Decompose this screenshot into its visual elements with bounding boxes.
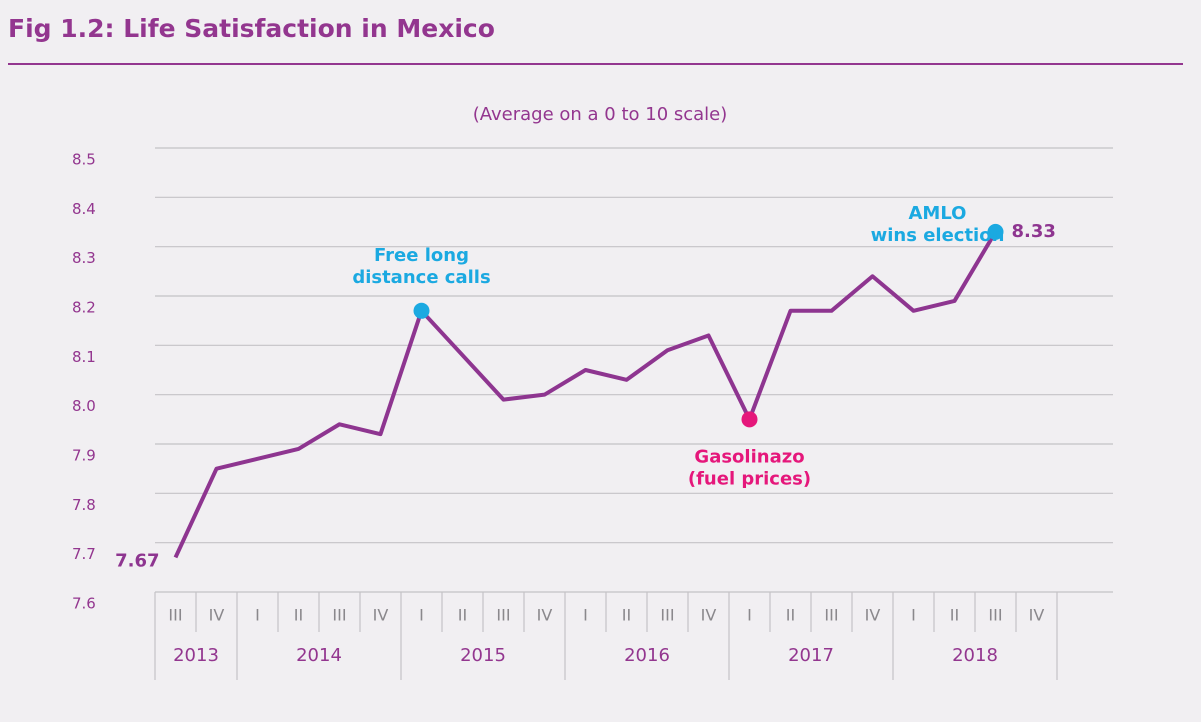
y-tick-label: 7.9 <box>72 447 96 465</box>
x-tick-label: I <box>747 606 752 625</box>
year-label: 2015 <box>460 645 506 666</box>
year-label: 2014 <box>296 645 342 666</box>
y-tick-label: 7.8 <box>72 496 96 514</box>
year-label: 2013 <box>173 645 219 666</box>
y-tick-label: 8.3 <box>72 249 96 267</box>
x-tick-label: II <box>458 606 467 625</box>
annotation: distance calls <box>352 267 490 288</box>
year-label: 2016 <box>624 645 670 666</box>
highlight-point <box>413 302 430 319</box>
year-label: 2017 <box>788 645 834 666</box>
x-tick-label: IV <box>373 606 389 625</box>
annotation: Free long <box>374 245 469 266</box>
x-tick-label: I <box>911 606 916 625</box>
x-tick-label: II <box>950 606 959 625</box>
annotation: wins election <box>871 225 1005 246</box>
y-tick-label: 8.2 <box>72 299 96 317</box>
x-tick-label: II <box>786 606 795 625</box>
x-tick-label: IV <box>537 606 553 625</box>
x-tick-label: II <box>294 606 303 625</box>
y-tick-label: 7.7 <box>72 545 96 563</box>
x-tick-label: III <box>660 606 674 625</box>
year-label: 2018 <box>952 645 998 666</box>
annotation: Gasolinazo <box>694 446 804 467</box>
x-tick-label: III <box>496 606 510 625</box>
chart-title: Fig 1.2: Life Satisfaction in Mexico <box>8 14 495 43</box>
y-tick-label: 8.0 <box>72 397 96 415</box>
x-tick-label: II <box>622 606 631 625</box>
x-tick-label: IV <box>701 606 717 625</box>
y-tick-label: 8.5 <box>72 151 96 169</box>
highlight-point <box>741 411 758 428</box>
annotation: AMLO <box>909 203 967 224</box>
highlight-point <box>987 223 1004 240</box>
annotation: (fuel prices) <box>688 468 811 489</box>
x-tick-label: IV <box>865 606 881 625</box>
data-label: 8.33 <box>1012 221 1056 242</box>
x-tick-label: III <box>168 606 182 625</box>
x-tick-label: IV <box>1029 606 1045 625</box>
data-line <box>173 230 998 559</box>
x-tick-label: III <box>824 606 838 625</box>
chart-subtitle: (Average on a 0 to 10 scale) <box>473 104 728 125</box>
x-tick-label: III <box>988 606 1002 625</box>
x-tick-label: I <box>583 606 588 625</box>
y-tick-label: 7.6 <box>72 595 96 613</box>
x-tick-label: I <box>255 606 260 625</box>
x-tick-label: III <box>332 606 346 625</box>
y-tick-label: 8.4 <box>72 200 96 218</box>
y-tick-label: 8.1 <box>72 348 96 366</box>
x-tick-label: I <box>419 606 424 625</box>
x-tick-label: IV <box>209 606 225 625</box>
data-label: 7.67 <box>115 550 159 571</box>
